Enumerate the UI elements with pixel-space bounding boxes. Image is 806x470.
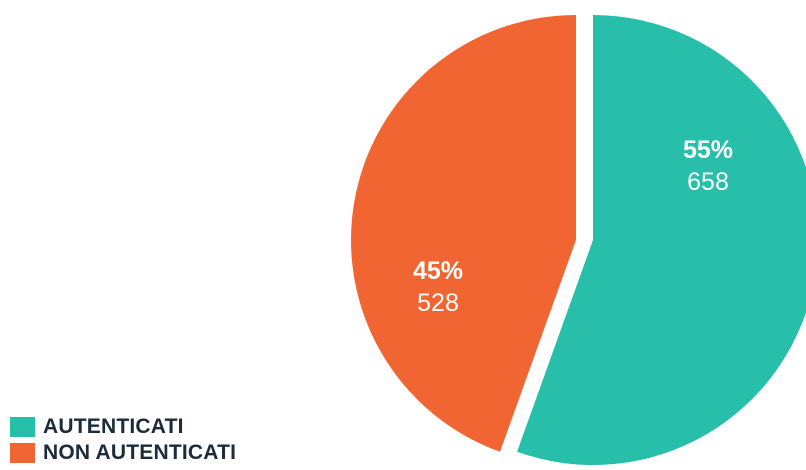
slice-percent-autenticati: 55% bbox=[683, 136, 733, 164]
legend-label-autenticati: AUTENTICATI bbox=[43, 415, 184, 438]
legend: AUTENTICATI NON AUTENTICATI bbox=[10, 414, 236, 466]
slice-percent-non-autenticati: 45% bbox=[413, 257, 463, 285]
slice-value-autenticati: 658 bbox=[687, 168, 729, 196]
pie-labels: 55% 658 45% 528 bbox=[413, 136, 733, 317]
pie-slice-non-autenticati bbox=[351, 15, 576, 452]
legend-item-non-autenticati: NON AUTENTICATI bbox=[10, 440, 236, 466]
legend-item-autenticati: AUTENTICATI bbox=[10, 414, 236, 440]
pie-slices bbox=[351, 15, 806, 465]
legend-swatch-non-autenticati bbox=[10, 443, 35, 463]
pie-slice-autenticati bbox=[517, 15, 806, 465]
slice-value-non-autenticati: 528 bbox=[417, 289, 459, 317]
legend-label-non-autenticati: NON AUTENTICATI bbox=[43, 441, 237, 464]
legend-swatch-autenticati bbox=[10, 417, 35, 437]
